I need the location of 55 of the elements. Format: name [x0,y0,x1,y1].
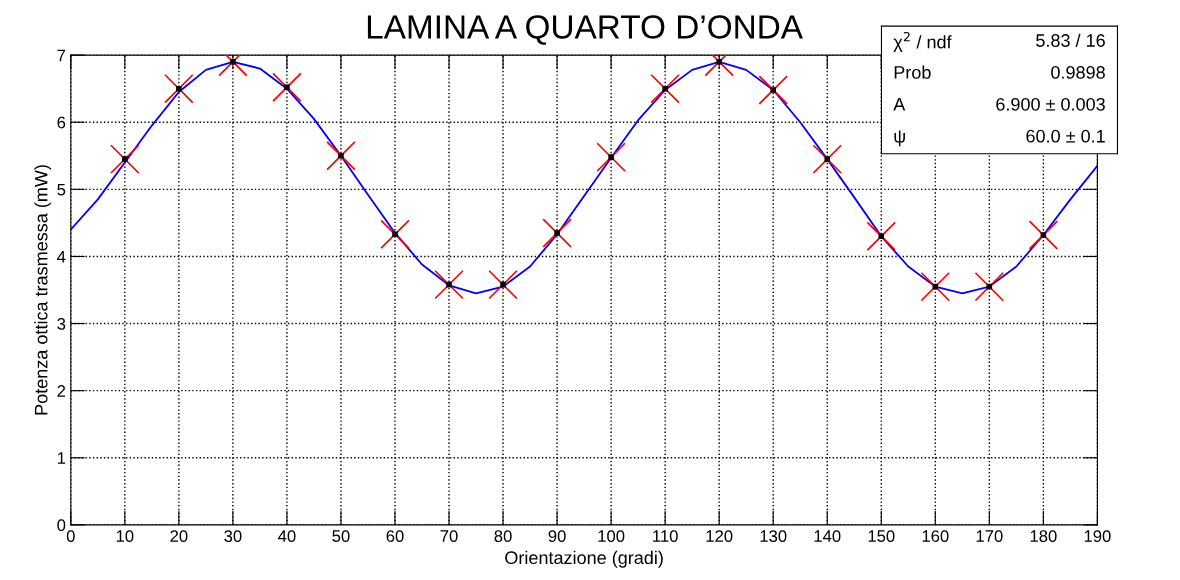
y-tick-label: 5 [57,183,66,196]
x-tick-label: 20 [170,530,188,542]
x-tick-label: 140 [814,530,841,542]
annotation: A [893,98,906,111]
point [758,75,788,105]
annotation: Prob [894,65,931,79]
x-tick-label: 100 [598,530,625,542]
point [1028,220,1059,250]
y-tick-label: 7 [57,49,66,62]
y-tick-label: 1 [57,452,66,464]
x-tick-label: 30 [224,530,242,542]
x-tick-label: 50 [332,530,350,542]
x-tick-label: 180 [1030,530,1057,542]
point [920,271,951,302]
x-tick-label: 80 [494,530,512,542]
x-tick-label: 40 [278,530,296,542]
x-tick-label: 150 [868,530,895,542]
point [380,219,410,250]
point [164,73,194,104]
y-axis-title: Potenza ottica trasmessa (mW) [34,165,52,415]
chart-title: LAMINA A QUARTO D’ONDA [367,15,803,45]
point [272,72,302,103]
x-tick-label: 110 [653,530,678,542]
x-tick-label: 130 [760,530,787,542]
point [596,142,626,172]
y-tick-label: 6 [57,116,66,129]
x-tick-label: 160 [922,530,949,542]
y-tick-label: 0 [57,519,66,532]
x-tick-label: 60 [386,530,404,542]
x-tick-label: 90 [548,530,566,542]
y-tick-label: 3 [57,317,66,330]
point [110,144,140,174]
annotation: 0.9898 [1051,66,1105,79]
x-tick-label: 0 [66,530,75,542]
x-tick-label: 70 [440,530,458,542]
x-axis-title: Orientazione (gradi) [505,550,663,568]
x-tick-label: 120 [706,530,733,542]
point [812,144,842,174]
x-tick-label: 190 [1084,530,1111,542]
y-tick-label: 2 [57,385,66,397]
point [488,269,518,300]
y-tick-label: 4 [57,251,66,263]
annotation: ψ [894,130,905,147]
annotation: 6.900 ± 0.003 [996,97,1105,111]
point [866,221,896,252]
x-tick-label: 170 [976,530,1003,542]
x-tick-label: 10 [116,530,134,542]
point [650,73,680,104]
text: χ$^{2}$ / ndf [893,31,952,52]
text: 5.83 / 16 [1036,33,1105,47]
point [974,271,1005,302]
point [326,141,356,171]
annotation: 60.0 ± 0.1 [1026,129,1105,143]
point [542,218,572,248]
point [434,269,464,300]
